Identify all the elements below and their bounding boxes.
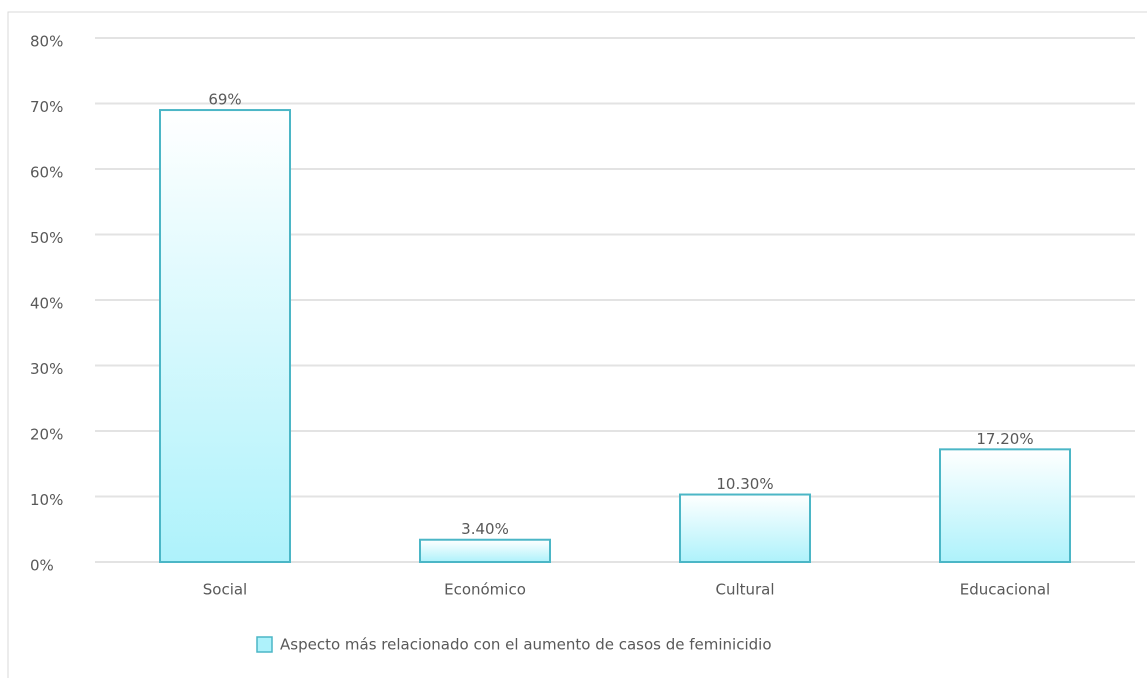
chart-border bbox=[7, 11, 1147, 678]
bar bbox=[679, 493, 811, 563]
data-label: 69% bbox=[208, 91, 241, 109]
bar bbox=[159, 109, 291, 564]
y-tick-label: 60% bbox=[30, 164, 63, 182]
y-tick-label: 30% bbox=[30, 360, 63, 378]
y-tick-label: 10% bbox=[30, 491, 63, 509]
y-tick-label: 80% bbox=[30, 33, 63, 51]
legend-swatch bbox=[256, 636, 273, 653]
y-tick-label: 0% bbox=[30, 557, 54, 575]
data-label: 3.40% bbox=[461, 520, 509, 538]
x-tick-label: Cultural bbox=[715, 581, 774, 599]
y-tick-label: 40% bbox=[30, 295, 63, 313]
data-label: 17.20% bbox=[976, 430, 1033, 448]
x-tick-label: Social bbox=[203, 581, 247, 599]
legend-label: Aspecto más relacionado con el aumento d… bbox=[280, 636, 772, 654]
x-tick-label: Económico bbox=[444, 581, 526, 599]
y-tick-label: 70% bbox=[30, 98, 63, 116]
data-label: 10.30% bbox=[716, 475, 773, 493]
bar bbox=[419, 538, 551, 563]
y-tick-label: 50% bbox=[30, 229, 63, 247]
x-tick-label: Educacional bbox=[960, 581, 1050, 599]
y-tick-label: 20% bbox=[30, 426, 63, 444]
bar bbox=[939, 448, 1071, 563]
